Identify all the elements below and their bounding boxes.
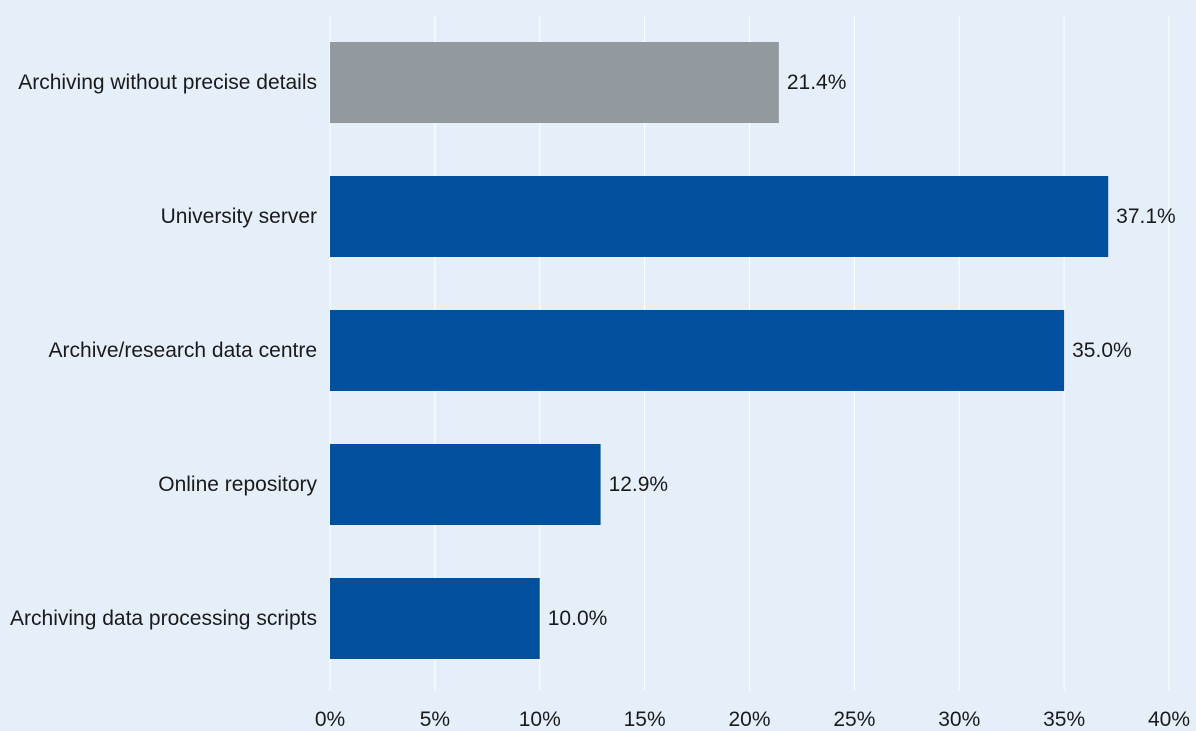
x-tick-label: 15%: [624, 708, 666, 731]
value-label: 21.4%: [787, 71, 847, 94]
category-label: Archive/research data centre: [49, 339, 317, 362]
bar-3: [330, 310, 1065, 391]
x-axis-ticks: 0% 5% 10% 15% 20% 25% 30% 35% 40%: [315, 708, 1190, 731]
category-label: Archiving without precise details: [18, 71, 317, 94]
bar-4: [330, 444, 601, 525]
bar-1: [330, 42, 779, 123]
value-label: 10.0%: [548, 607, 608, 630]
bar-5: [330, 578, 540, 659]
bar-2: [330, 176, 1109, 257]
x-tick-label: 40%: [1148, 708, 1190, 731]
value-label: 35.0%: [1072, 339, 1132, 362]
value-label: 12.9%: [609, 473, 669, 496]
category-label: University server: [161, 205, 317, 228]
x-tick-label: 0%: [315, 708, 345, 731]
category-label: Online repository: [158, 473, 317, 496]
x-tick-label: 25%: [833, 708, 875, 731]
x-tick-label: 10%: [519, 708, 561, 731]
x-tick-label: 30%: [938, 708, 980, 731]
x-tick-label: 20%: [728, 708, 770, 731]
category-label: Archiving data processing scripts: [10, 607, 317, 630]
x-tick-label: 35%: [1043, 708, 1085, 731]
category-labels: Archiving without precise details Univers…: [10, 71, 317, 630]
value-label: 37.1%: [1116, 205, 1176, 228]
x-tick-label: 5%: [420, 708, 450, 731]
bars: [330, 42, 1109, 659]
value-labels: 21.4% 37.1% 35.0% 12.9% 10.0%: [548, 71, 1176, 630]
